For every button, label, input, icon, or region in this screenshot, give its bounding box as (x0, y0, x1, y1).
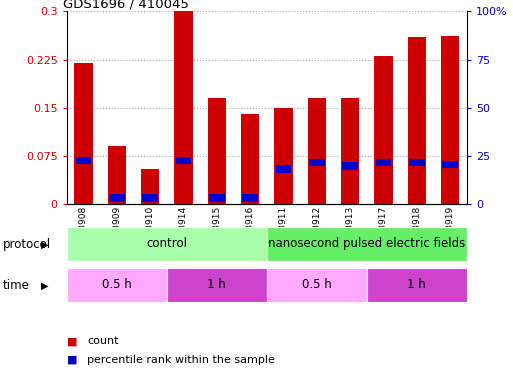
Text: control: control (146, 237, 187, 250)
Bar (274, 108, 292, 204)
Bar (109, 194, 125, 202)
Bar (174, 11, 192, 204)
Text: count: count (87, 336, 119, 346)
Bar (309, 159, 325, 166)
Bar (442, 160, 458, 168)
Text: 0.5 h: 0.5 h (102, 279, 131, 291)
Text: time: time (3, 279, 29, 292)
Bar (241, 114, 259, 204)
Bar (167, 268, 267, 302)
Text: nanosecond pulsed electric fields: nanosecond pulsed electric fields (268, 237, 465, 250)
Bar (367, 268, 467, 302)
Text: 1 h: 1 h (407, 279, 426, 291)
Bar (441, 36, 459, 204)
Text: GDS1696 / 410045: GDS1696 / 410045 (63, 0, 189, 10)
Bar (67, 268, 167, 302)
Bar (75, 157, 91, 165)
Bar (409, 159, 425, 166)
Text: ▶: ▶ (41, 281, 48, 291)
Text: percentile rank within the sample: percentile rank within the sample (87, 355, 275, 365)
Bar (341, 98, 359, 204)
Bar (208, 98, 226, 204)
Bar (141, 169, 159, 204)
Bar (374, 56, 392, 204)
Text: ▶: ▶ (41, 240, 48, 249)
Bar (376, 159, 391, 166)
Bar (342, 162, 358, 170)
Text: ■: ■ (67, 336, 77, 346)
Bar (108, 147, 126, 204)
Text: 1 h: 1 h (207, 279, 226, 291)
Bar (242, 194, 258, 202)
Bar (175, 157, 191, 165)
Bar (67, 227, 267, 261)
Bar (308, 98, 326, 204)
Text: 0.5 h: 0.5 h (302, 279, 331, 291)
Bar (74, 63, 92, 204)
Bar (209, 194, 225, 202)
Bar (267, 268, 367, 302)
Text: ■: ■ (67, 355, 77, 365)
Bar (142, 194, 158, 202)
Bar (267, 227, 467, 261)
Bar (408, 37, 426, 204)
Bar (275, 165, 291, 173)
Text: protocol: protocol (3, 238, 51, 251)
